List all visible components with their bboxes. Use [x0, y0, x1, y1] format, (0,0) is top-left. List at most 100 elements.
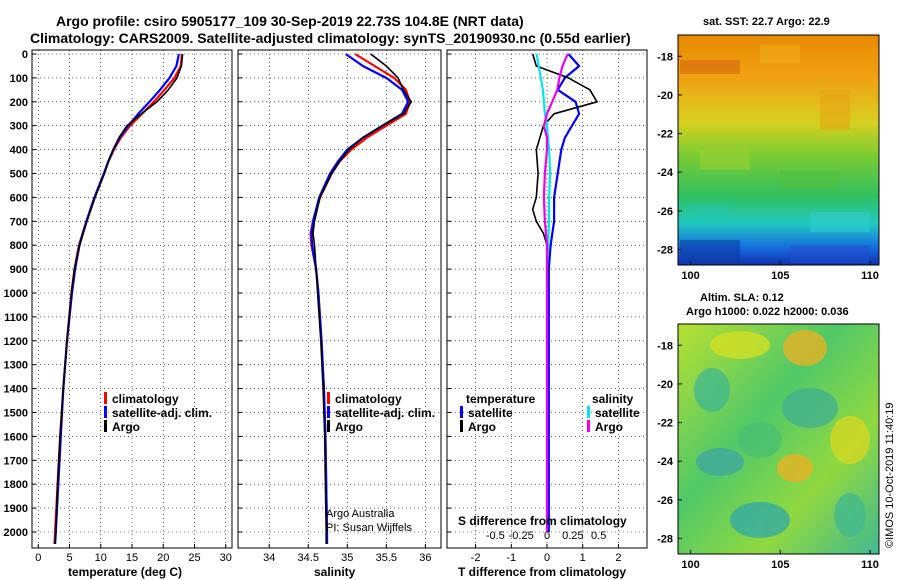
legend-t-argo: Argo	[468, 420, 496, 434]
depth-tick-label: 300	[10, 121, 28, 133]
sst-frame	[677, 34, 880, 266]
salinity-frame	[237, 49, 442, 549]
depth-tick-label: 1300	[4, 360, 28, 372]
legend-swatch-satellite	[327, 406, 330, 418]
s-tick-label: 0	[544, 530, 550, 542]
depth-tick-label: 900	[10, 264, 28, 276]
legend-swatch-satellite	[104, 406, 107, 418]
title-line-2: Climatology: CARS2009. Satellite-adjuste…	[30, 30, 631, 46]
x-tick-label: 30	[220, 552, 232, 564]
credit-line-2: PI: Susan Wijffels	[326, 522, 412, 534]
legend-swatch-climatology	[327, 392, 330, 404]
x-tick-label: -2	[471, 552, 481, 564]
depth-tick-label: 1800	[4, 479, 28, 491]
depth-tick-label: 500	[10, 169, 28, 181]
depth-tick-label: 800	[10, 240, 28, 252]
s-tick-label: 0.25	[562, 530, 583, 542]
sla-map: Altim. SLA: 0.12 Argo h1000: 0.022 h2000…	[657, 292, 880, 571]
x-tick-label: 36	[419, 552, 431, 564]
x-tick-label: 34.5	[298, 552, 319, 564]
depth-tick-label: 1500	[4, 408, 28, 420]
t-difference-xlabel: T difference from climatology	[458, 565, 626, 579]
legend-swatch-t-satellite	[460, 406, 463, 418]
map-y-tick-label: -24	[657, 456, 674, 468]
map-y-tick-label: -20	[657, 379, 673, 391]
series-line-argo	[54, 53, 184, 545]
x-tick-label: 34	[263, 552, 275, 564]
map-y-tick-label: -22	[657, 129, 673, 141]
sla-title-2: Argo h1000: 0.022 h2000: 0.036	[686, 306, 849, 318]
legend-argo: Argo	[112, 420, 140, 434]
series-line-argo	[312, 53, 413, 544]
map-y-tick-label: -22	[657, 418, 673, 430]
depth-tick-label: 100	[10, 73, 28, 85]
depth-tick-label: 1600	[4, 431, 28, 443]
depth-axis: 0 100 200 300 400 500 600 700 800 900 1000 1100 1200…	[4, 49, 28, 539]
legend-swatch-t-argo	[460, 420, 463, 432]
sla-blobs	[694, 330, 870, 538]
depth-tick-label: 400	[10, 145, 28, 157]
map-x-tick-label: 110	[861, 270, 879, 282]
x-tick-label: 25	[188, 552, 200, 564]
legend-t-satellite: satellite	[468, 406, 513, 420]
s-tick-label: -0.5	[486, 530, 505, 542]
watermark: ©IMOS 10-Oct-2019 11:40:19	[884, 403, 896, 548]
legend-swatch-argo	[327, 420, 330, 432]
depth-tick-label: 600	[10, 192, 28, 204]
map-y-tick-label: -20	[657, 90, 673, 102]
legend-swatch-s-argo	[587, 420, 590, 432]
salinity-xlabel: salinity	[314, 565, 356, 579]
legend-salinity-title: salinity	[592, 392, 634, 406]
map-y-tick-label: -24	[657, 167, 674, 179]
depth-tick-label: 1200	[4, 336, 28, 348]
sla-frame	[677, 323, 880, 555]
map-y-tick-label: -26	[657, 495, 673, 507]
difference-panel: -2 -1 0 1 2 -0.5 -0.25 0 0.25 0.5 S difference f…	[446, 49, 648, 579]
sst-map: sat. SST: 22.7 Argo: 22.9	[657, 16, 880, 282]
map-y-tick-label: -28	[657, 245, 673, 257]
x-tick-label: 20	[157, 552, 169, 564]
x-tick-label: 1	[580, 552, 586, 564]
legend-argo: Argo	[335, 420, 363, 434]
series-line-satellite-adj-clim-	[54, 53, 180, 545]
depth-tick-label: 700	[10, 216, 28, 228]
x-tick-label: 10	[95, 552, 107, 564]
depth-tick-label: 2000	[4, 527, 28, 539]
legend-climatology: climatology	[112, 392, 179, 406]
sst-title: sat. SST: 22.7 Argo: 22.9	[703, 16, 830, 28]
salinity-legend: climatology satellite-adj. clim. Argo	[327, 392, 435, 434]
depth-tick-label: 1700	[4, 455, 28, 467]
depth-tick-label: 1100	[4, 312, 28, 324]
map-y-tick-label: -18	[657, 51, 673, 63]
temperature-xlabel: temperature (deg C)	[68, 565, 182, 579]
map-x-tick-label: 100	[681, 270, 699, 282]
map-x-tick-label: 110	[861, 559, 879, 571]
legend-swatch-climatology	[104, 392, 107, 404]
depth-tick-label: 0	[22, 49, 28, 61]
legend-climatology: climatology	[335, 392, 402, 406]
x-tick-label: 15	[126, 552, 138, 564]
series-line-climatology	[53, 53, 184, 545]
legend-satellite: satellite-adj. clim.	[112, 406, 212, 420]
x-tick-label: 35.5	[376, 552, 397, 564]
x-tick-label: 0	[544, 552, 550, 564]
depth-tick-label: 200	[10, 97, 28, 109]
legend-s-satellite: satellite	[595, 406, 640, 420]
sst-texture	[680, 45, 870, 263]
s-difference-xlabel: S difference from climatology	[458, 514, 627, 528]
map-x-tick-label: 105	[771, 270, 789, 282]
x-tick-label: 2	[615, 552, 621, 564]
salinity-panel: 34 34.5 35 35.5 36 salinity climatology sate…	[237, 49, 442, 579]
legend-swatch-s-satellite	[587, 406, 590, 418]
depth-tick-label: 1400	[4, 384, 28, 396]
map-x-tick-label: 105	[771, 559, 789, 571]
map-y-tick-label: -18	[657, 340, 673, 352]
x-tick-label: 5	[66, 552, 72, 564]
legend-satellite: satellite-adj. clim.	[335, 406, 435, 420]
temperature-panel: 0 5 10 15 20 25 30 temperature (deg C) climato…	[31, 49, 233, 579]
sla-title-1: Altim. SLA: 0.12	[700, 292, 784, 304]
depth-tick-label: 1900	[4, 503, 28, 515]
s-tick-label: 0.5	[591, 530, 606, 542]
x-tick-label: 0	[35, 552, 41, 564]
